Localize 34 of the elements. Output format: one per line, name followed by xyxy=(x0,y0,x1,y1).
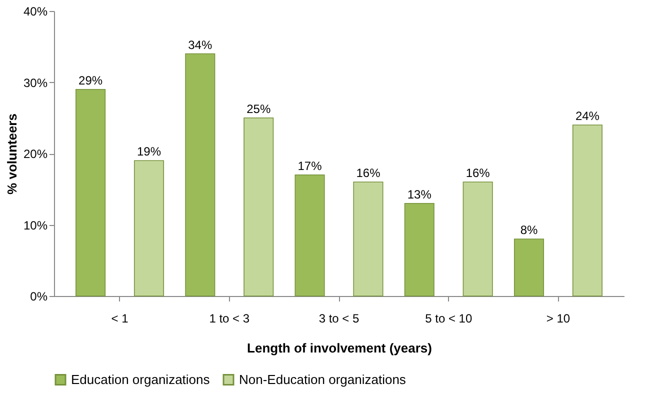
y-axis-title: % volunteers xyxy=(4,114,20,194)
y-tick-label: 40% xyxy=(23,4,48,18)
bar xyxy=(244,117,274,296)
data-label: 24% xyxy=(575,109,600,123)
x-tick-label: > 10 xyxy=(546,312,570,326)
y-tick-label: 30% xyxy=(23,76,48,90)
data-label: 19% xyxy=(136,144,162,159)
data-label: 17% xyxy=(298,158,322,173)
bar xyxy=(134,160,164,296)
data-label: 16% xyxy=(356,166,381,180)
y-tick-label: 20% xyxy=(23,147,48,161)
data-label: 16% xyxy=(466,166,490,180)
data-label: 34% xyxy=(188,38,212,52)
x-axis-title: Length of involvement (years) xyxy=(247,340,432,356)
bar xyxy=(353,182,384,296)
y-tick-label: 10% xyxy=(23,218,48,232)
bar xyxy=(76,88,106,296)
bar xyxy=(404,202,434,296)
bar xyxy=(514,238,544,296)
x-tick-label: < 1 xyxy=(111,312,129,326)
bar xyxy=(294,174,325,296)
legend-label: Education organizations xyxy=(71,372,210,387)
data-label: 8% xyxy=(520,223,538,237)
y-tick-label: 0% xyxy=(30,290,48,304)
bar xyxy=(572,124,602,296)
data-label: 13% xyxy=(407,187,432,202)
bar xyxy=(462,182,493,296)
bar xyxy=(185,53,216,296)
legend-label: Non-Education organizations xyxy=(239,372,406,387)
data-label: 25% xyxy=(246,102,271,116)
data-label: 29% xyxy=(78,73,103,88)
x-tick-label: 1 to < 3 xyxy=(209,312,250,326)
x-tick-label: 5 to < 10 xyxy=(425,312,472,326)
x-tick-label: 3 to < 5 xyxy=(318,312,360,326)
